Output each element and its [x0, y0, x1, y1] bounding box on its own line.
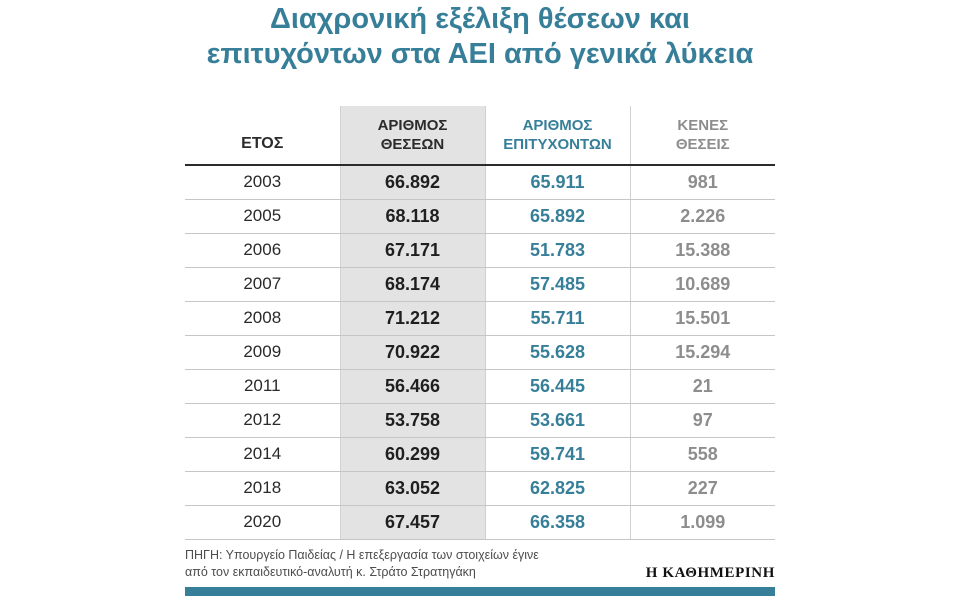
successful-cell: 57.485 [484, 267, 630, 302]
successful-cell: 55.711 [484, 301, 630, 336]
successful-cell: 55.628 [484, 335, 630, 370]
page-title: Διαχρονική εξέλιξη θέσεων και επιτυχόντω… [206, 3, 754, 71]
successful-cell: 59.741 [484, 437, 630, 472]
data-table: ΕΤΟΣ ΑΡΙΘΜΟΣ ΘΕΣΕΩΝ ΑΡΙΘΜΟΣ ΕΠΙΤΥΧΟΝΤΩΝ ΚΕΝ… [185, 106, 775, 540]
table-body: 2003 66.892 65.911 981 2005 68.118 65.892 2.226… [185, 165, 775, 540]
successful-cell: 62.825 [484, 471, 630, 506]
table-header-row: ΕΤΟΣ ΑΡΙΘΜΟΣ ΘΕΣΕΩΝ ΑΡΙΘΜΟΣ ΕΠΙΤΥΧΟΝΤΩΝ ΚΕΝ… [185, 106, 775, 166]
successful-column-header: ΑΡΙΘΜΟΣ ΕΠΙΤΥΧΟΝΤΩΝ [484, 106, 630, 166]
year-column-header: ΕΤΟΣ [185, 106, 340, 166]
positions-cell: 67.171 [339, 233, 485, 268]
positions-cell: 56.466 [339, 369, 485, 404]
year-cell: 2006 [185, 233, 340, 268]
positions-cell: 70.922 [339, 335, 485, 370]
successful-cell: 65.911 [484, 165, 630, 200]
year-cell: 2018 [185, 471, 340, 506]
vacant-cell: 15.294 [629, 335, 775, 370]
positions-cell: 71.212 [339, 301, 485, 336]
table-container: ΕΤΟΣ ΑΡΙΘΜΟΣ ΘΕΣΕΩΝ ΑΡΙΘΜΟΣ ΕΠΙΤΥΧΟΝΤΩΝ ΚΕΝ… [185, 106, 775, 540]
positions-column-header: ΑΡΙΘΜΟΣ ΘΕΣΕΩΝ [339, 106, 485, 166]
successful-cell: 66.358 [484, 505, 630, 540]
vacant-cell: 21 [629, 369, 775, 404]
table-row: 2008 71.212 55.711 15.501 [185, 301, 775, 336]
vacant-cell: 10.689 [629, 267, 775, 302]
successful-cell: 65.892 [484, 199, 630, 234]
vacant-cell: 2.226 [629, 199, 775, 234]
vacant-cell: 227 [629, 471, 775, 506]
positions-cell: 68.174 [339, 267, 485, 302]
positions-cell: 66.892 [339, 165, 485, 200]
positions-cell: 68.118 [339, 199, 485, 234]
successful-cell: 56.445 [484, 369, 630, 404]
table-row: 2009 70.922 55.628 15.294 [185, 335, 775, 370]
table-row: 2003 66.892 65.911 981 [185, 165, 775, 200]
year-cell: 2008 [185, 301, 340, 336]
successful-cell: 53.661 [484, 403, 630, 438]
vacant-cell: 1.099 [629, 505, 775, 540]
vacant-cell: 15.388 [629, 233, 775, 268]
table-row: 2012 53.758 53.661 97 [185, 403, 775, 438]
year-cell: 2003 [185, 165, 340, 200]
brand-bar [185, 587, 775, 596]
table-row: 2018 63.052 62.825 227 [185, 471, 775, 506]
positions-cell: 67.457 [339, 505, 485, 540]
table-head: ΕΤΟΣ ΑΡΙΘΜΟΣ ΘΕΣΕΩΝ ΑΡΙΘΜΟΣ ΕΠΙΤΥΧΟΝΤΩΝ ΚΕΝ… [185, 106, 775, 166]
year-cell: 2009 [185, 335, 340, 370]
year-cell: 2020 [185, 505, 340, 540]
table-row: 2006 67.171 51.783 15.388 [185, 233, 775, 268]
vacant-cell: 97 [629, 403, 775, 438]
positions-cell: 63.052 [339, 471, 485, 506]
positions-cell: 53.758 [339, 403, 485, 438]
publisher-logo: Η ΚΑΘΗΜΕΡΙΝΗ [645, 565, 775, 581]
year-cell: 2011 [185, 369, 340, 404]
vacant-cell: 15.501 [629, 301, 775, 336]
year-cell: 2005 [185, 199, 340, 234]
year-cell: 2007 [185, 267, 340, 302]
year-cell: 2014 [185, 437, 340, 472]
table-row: 2005 68.118 65.892 2.226 [185, 199, 775, 234]
vacant-column-header: ΚΕΝΕΣ ΘΕΣΕΙΣ [629, 106, 775, 166]
positions-cell: 60.299 [339, 437, 485, 472]
table-row: 2020 67.457 66.358 1.099 [185, 505, 775, 540]
table-row: 2011 56.466 56.445 21 [185, 369, 775, 404]
table-row: 2007 68.174 57.485 10.689 [185, 267, 775, 302]
source-note: ΠΗΓΗ: Υπουργείο Παιδείας / Η επεξεργασία… [185, 548, 539, 579]
year-cell: 2012 [185, 403, 340, 438]
vacant-cell: 558 [629, 437, 775, 472]
vacant-cell: 981 [629, 165, 775, 200]
successful-cell: 51.783 [484, 233, 630, 268]
table-row: 2014 60.299 59.741 558 [185, 437, 775, 472]
